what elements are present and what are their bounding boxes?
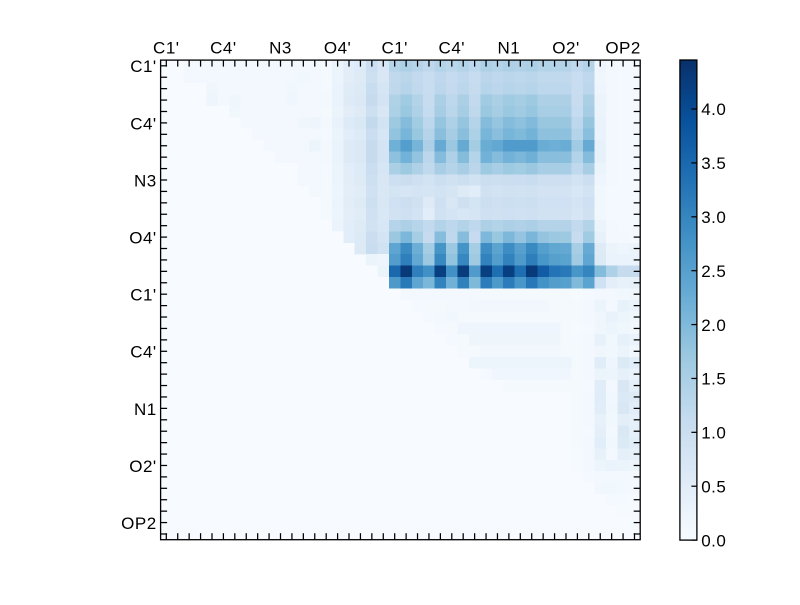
svg-text:0.5: 0.5 xyxy=(701,477,726,496)
svg-text:2.5: 2.5 xyxy=(701,262,726,281)
svg-text:O2': O2' xyxy=(129,457,156,476)
svg-text:C1': C1' xyxy=(130,57,156,76)
svg-text:3.0: 3.0 xyxy=(701,208,726,227)
svg-text:N1: N1 xyxy=(498,39,521,58)
svg-text:1.5: 1.5 xyxy=(701,370,726,389)
svg-text:2.0: 2.0 xyxy=(701,316,726,335)
svg-text:0.0: 0.0 xyxy=(701,531,726,550)
svg-text:C1': C1' xyxy=(153,39,179,58)
svg-text:N1: N1 xyxy=(134,400,157,419)
svg-text:C1': C1' xyxy=(381,39,407,58)
svg-text:O4': O4' xyxy=(324,39,351,58)
svg-text:N3: N3 xyxy=(269,39,292,58)
svg-text:O2': O2' xyxy=(552,39,579,58)
svg-text:N3: N3 xyxy=(134,171,157,190)
svg-text:4.0: 4.0 xyxy=(701,100,726,119)
svg-text:OP2: OP2 xyxy=(121,514,157,533)
svg-text:C4': C4' xyxy=(439,39,465,58)
svg-text:O4': O4' xyxy=(129,229,156,248)
svg-text:C4': C4' xyxy=(210,39,236,58)
svg-text:C4': C4' xyxy=(130,114,156,133)
svg-text:C4': C4' xyxy=(130,343,156,362)
svg-text:3.5: 3.5 xyxy=(701,154,726,173)
svg-text:C1': C1' xyxy=(130,286,156,305)
svg-text:1.0: 1.0 xyxy=(701,424,726,443)
svg-text:OP2: OP2 xyxy=(605,39,641,58)
